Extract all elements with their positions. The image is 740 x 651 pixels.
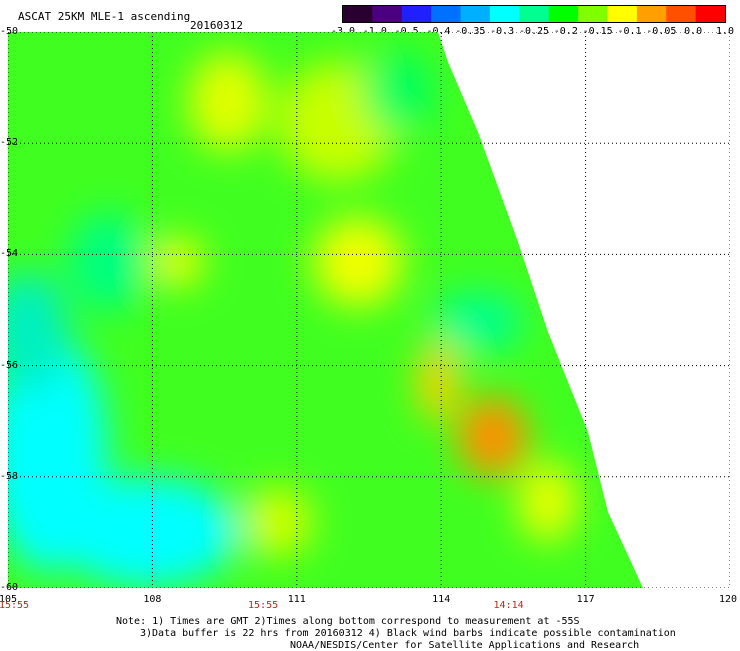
colorbar-label: -1.0 [362,26,387,37]
product-title: ASCAT 25KM MLE-1 ascending [18,10,191,23]
colorbar-swatch [343,6,373,22]
colorbar-swatch [401,6,432,22]
colorbar-label: -0.4 [426,26,451,37]
colorbar-swatch [548,6,579,22]
note-line-2: 3)Data buffer is 22 hrs from 20160312 4)… [140,628,676,639]
latitude-tick-label: -50 [0,26,19,37]
colorbar-label: -0.15 [582,26,613,37]
colorbar-label: 0.0 [684,26,703,37]
time-label: 15:55 [248,600,279,611]
latitude-tick-label: -58 [0,470,19,482]
colorbar-swatch [431,6,462,22]
colorbar-label: -3.0 [330,26,356,37]
colorbar-label: -0.3 [490,26,515,37]
longitude-tick-label: 111 [287,594,306,605]
longitude-tick-label: 114 [432,594,451,605]
time-label: 14:14 [493,600,524,611]
colorbar-swatch [695,6,725,22]
lat-lon-grid [8,32,730,588]
note-line-1: Note: 1) Times are GMT 2)Times along bot… [116,616,580,627]
longitude-tick-label: 117 [576,594,595,605]
colorbar-label: -0.25 [518,26,550,37]
longitude-tick-label: 120 [718,594,738,605]
colorbar-swatch [489,6,520,22]
longitude-tick-label: 108 [143,594,162,605]
colorbar-label: -0.5 [394,26,419,37]
latitude-tick-label: -56 [0,359,19,371]
latitude-tick-label: -54 [0,248,19,260]
longitude-tick-label: 105 [0,594,18,605]
colorbar-swatch [519,6,550,22]
latitude-tick-label: -60 [0,582,19,593]
note-line-3: NOAA/NESDIS/Center for Satellite Applica… [290,640,640,651]
swath-map [8,32,730,588]
colorbar-swatch [460,6,491,22]
colorbar-label: -0.35 [455,26,486,37]
swath-field [8,52,578,587]
colorbar-swatch [636,6,667,22]
colorbar-swatch [372,6,403,22]
colorbar-swatch [666,6,697,22]
colorbar-label: -0.05 [646,26,677,37]
product-date: 20160312 [190,19,243,32]
time-label: 15:55 [0,600,30,611]
colorbar-label: -0.1 [617,26,642,37]
colorbar-label: -0.2 [553,26,578,37]
latitude-tick-label: -52 [0,137,19,149]
colorbar [342,5,726,23]
colorbar-swatch [578,6,608,22]
colorbar-swatch [607,6,638,22]
